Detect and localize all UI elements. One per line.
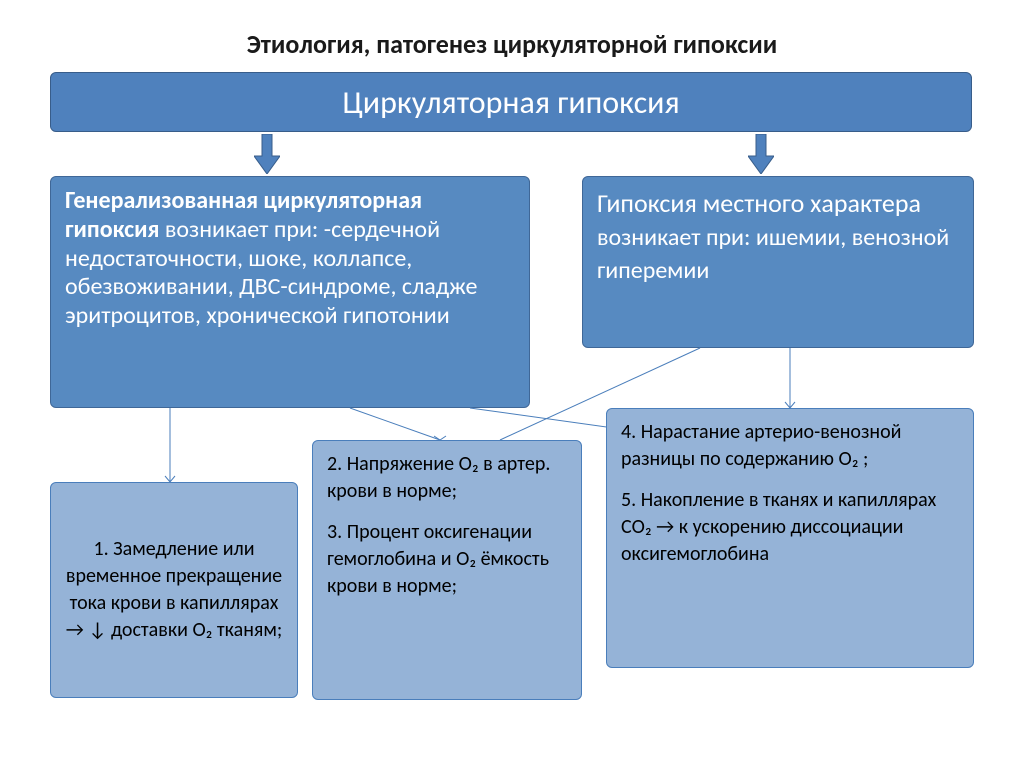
slide-title: Этиология, патогенез циркуляторной гипок… <box>0 28 1024 60</box>
arrow-down-right <box>748 134 774 174</box>
slide-root: Этиология, патогенез циркуляторной гипок… <box>0 0 1024 768</box>
bottom2-line1: 2. Напряжение О₂ в артер. крови в норме; <box>327 451 567 505</box>
bottom-box-3: 4. Нарастание артерио-венозной разницы п… <box>606 408 974 668</box>
bottom-box-1: 1. Замедление или временное прекращение … <box>50 482 298 698</box>
bottom3-line1: 4. Нарастание артерио-венозной разницы п… <box>621 419 959 473</box>
bottom1-text: 1. Замедление или временное прекращение … <box>65 536 283 644</box>
bottom3-line2: 5. Накопление в тканях и капиллярах СО₂ … <box>621 487 959 568</box>
header-box: Циркуляторная гипоксия <box>50 72 972 132</box>
right-branch-body: возникает при: ишемии, венозной гипереми… <box>597 223 949 285</box>
bottom2-line2: 3. Процент оксигенации гемоглобина и О₂ … <box>327 519 567 600</box>
bottom-box-2: 2. Напряжение О₂ в артер. крови в норме;… <box>312 440 582 700</box>
header-text: Циркуляторная гипоксия <box>342 83 679 122</box>
left-branch-box: Генерализованная циркуляторная гипоксия … <box>50 176 530 408</box>
right-branch-box: Гипоксия местного характера возникает пр… <box>582 176 974 348</box>
arrow-down-left <box>254 134 280 174</box>
right-branch-title: Гипоксия местного характера <box>597 187 921 219</box>
